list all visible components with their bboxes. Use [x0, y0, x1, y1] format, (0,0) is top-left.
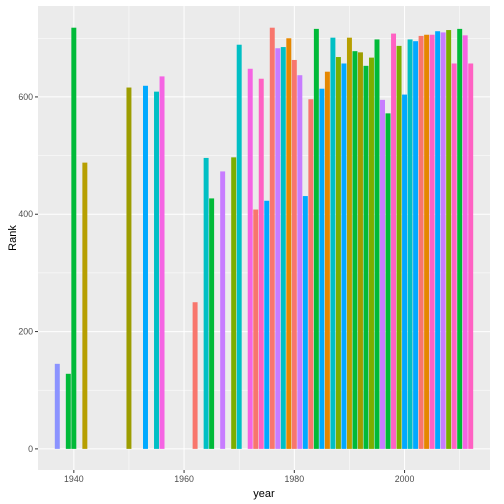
- bar: [71, 27, 77, 449]
- bar: [396, 45, 402, 449]
- x-tick-label: 2000: [395, 474, 415, 484]
- bar: [451, 63, 457, 449]
- bar: [380, 99, 385, 449]
- bar: [374, 39, 380, 449]
- bar: [154, 91, 159, 449]
- bar: [413, 41, 419, 449]
- y-tick-label: 200: [18, 327, 33, 337]
- bar: [143, 85, 148, 449]
- x-tick-label: 1940: [64, 474, 84, 484]
- y-axis: 0 200 400 600: [18, 92, 38, 454]
- bar: [258, 78, 264, 449]
- bar: [346, 37, 352, 449]
- bar: [291, 59, 297, 449]
- bar: [297, 75, 303, 449]
- y-axis-title: Rank: [7, 225, 19, 251]
- bar: [462, 35, 468, 449]
- bar: [407, 39, 413, 449]
- bar: [126, 87, 132, 449]
- bar: [192, 302, 198, 449]
- bar: [159, 76, 165, 449]
- bar: [424, 34, 430, 449]
- bar: [418, 35, 424, 449]
- bar: [369, 57, 374, 449]
- bar: [82, 162, 88, 449]
- bar: [253, 209, 259, 449]
- bar: [231, 157, 237, 449]
- bar: [269, 27, 275, 449]
- bar: [264, 200, 270, 449]
- bar: [54, 363, 60, 449]
- bar: [286, 38, 292, 449]
- bar: [236, 44, 242, 449]
- bar: [313, 28, 319, 449]
- x-tick-label: 1980: [285, 474, 305, 484]
- x-tick-label: 1960: [174, 474, 194, 484]
- x-axis: 1940 1960 1980 2000: [64, 470, 414, 484]
- bar: [65, 373, 71, 449]
- bar: [275, 48, 281, 449]
- bar: [468, 63, 474, 449]
- bar: [335, 57, 341, 449]
- bar: [308, 99, 314, 449]
- bar: [457, 28, 463, 449]
- bars: [54, 27, 474, 449]
- x-axis-title: year: [253, 488, 275, 500]
- bar: [446, 30, 452, 449]
- bar: [385, 113, 391, 449]
- bar: [429, 34, 435, 449]
- bar: [435, 31, 441, 449]
- y-tick-label: 0: [28, 444, 33, 454]
- bar: [363, 65, 369, 449]
- bar: [220, 171, 226, 449]
- bar: [391, 33, 397, 449]
- bar: [280, 47, 286, 449]
- bar: [209, 198, 215, 449]
- bar: [341, 63, 347, 449]
- y-tick-label: 400: [18, 209, 33, 219]
- bar: [352, 51, 358, 449]
- bar: [203, 157, 209, 449]
- bar: [440, 32, 446, 449]
- bar: [302, 196, 308, 449]
- bar: [324, 71, 330, 449]
- bar: [330, 37, 336, 449]
- bar: [319, 88, 325, 449]
- bar: [402, 94, 408, 449]
- y-tick-label: 600: [18, 92, 33, 102]
- bar: [247, 68, 253, 449]
- bar: [357, 52, 363, 449]
